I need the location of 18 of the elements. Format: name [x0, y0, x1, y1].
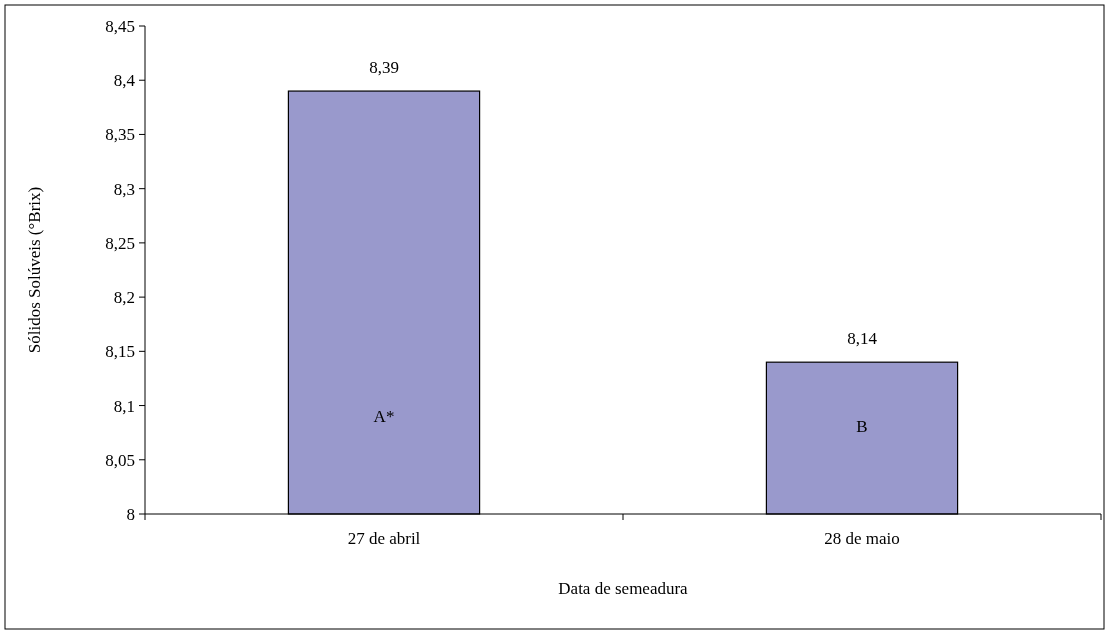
- y-tick-label: 8,4: [113, 71, 136, 91]
- annotation: B: [856, 417, 868, 437]
- y-tick-label: 8,25: [105, 233, 135, 253]
- x-tick-label: 28 de maio: [824, 529, 900, 548]
- annotation: A*: [373, 407, 395, 427]
- x-axis-title: Data de semeadura: [558, 579, 689, 598]
- y-tick-label: 8,45: [105, 16, 135, 36]
- y-tick-label: 8,05: [105, 450, 135, 470]
- y-tick-label: 8,1: [113, 396, 135, 416]
- y-tick-label: 8,35: [105, 125, 135, 145]
- y-tick-label: 8,3: [113, 179, 135, 199]
- y-tick-label: 8,2: [113, 288, 135, 308]
- y-tick-label: 8: [126, 504, 135, 524]
- y-axis-title: Sólidos Solúveis (°Brix): [25, 186, 44, 354]
- y-tick-label: 8,15: [105, 342, 135, 362]
- data-label: 8,14: [847, 329, 878, 349]
- x-tick-label: 27 de abril: [347, 529, 421, 548]
- data-label: 8,39: [369, 58, 399, 78]
